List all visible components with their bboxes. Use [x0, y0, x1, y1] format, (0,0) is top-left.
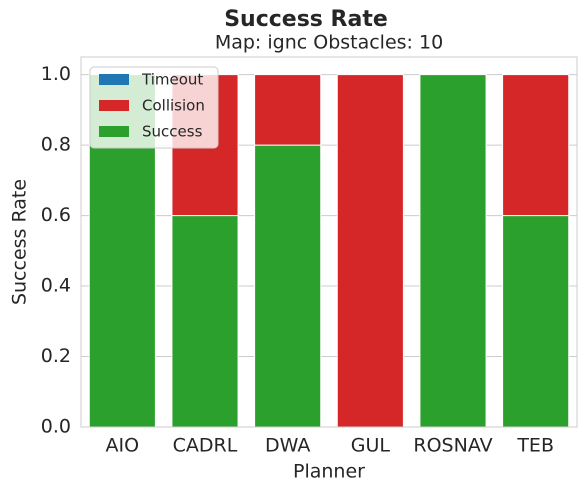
y-tick-label: 1.0	[41, 63, 71, 85]
y-tick-label: 0.8	[41, 134, 71, 156]
bar-segment	[171, 215, 239, 428]
bar-segment	[502, 215, 570, 428]
legend-swatch	[99, 126, 129, 137]
y-tick-label: 0.6	[41, 204, 71, 226]
x-tick-label: CADRL	[173, 435, 238, 457]
chart-title: Success Rate	[224, 7, 388, 32]
x-tick-label: ROSNAV	[413, 435, 492, 457]
legend-label: Timeout	[141, 71, 203, 89]
y-axis-label: Success Rate	[9, 179, 31, 305]
y-tick-label: 0.0	[41, 416, 71, 438]
legend-swatch	[99, 100, 129, 111]
legend-label: Success	[142, 123, 203, 141]
bar-segment	[419, 74, 487, 428]
legend-swatch	[99, 74, 129, 85]
x-tick-label: TEB	[516, 435, 554, 457]
x-tick-label: AIO	[106, 435, 140, 457]
y-tick-label: 0.2	[41, 345, 71, 367]
legend: Timeout Collision Success	[89, 66, 219, 149]
chart-subtitle: Map: ignc Obstacles: 10	[215, 32, 443, 54]
x-tick-label: GUL	[351, 435, 391, 457]
legend-label: Collision	[142, 97, 205, 115]
bar-segment	[254, 144, 322, 428]
x-tick-label: DWA	[265, 435, 310, 457]
plot-border	[80, 56, 578, 428]
bar-segment	[502, 74, 570, 217]
bar-segment	[336, 74, 404, 428]
y-tick-label: 0.4	[41, 275, 71, 297]
bar-segment	[254, 74, 322, 146]
x-axis-label: Planner	[293, 461, 365, 483]
